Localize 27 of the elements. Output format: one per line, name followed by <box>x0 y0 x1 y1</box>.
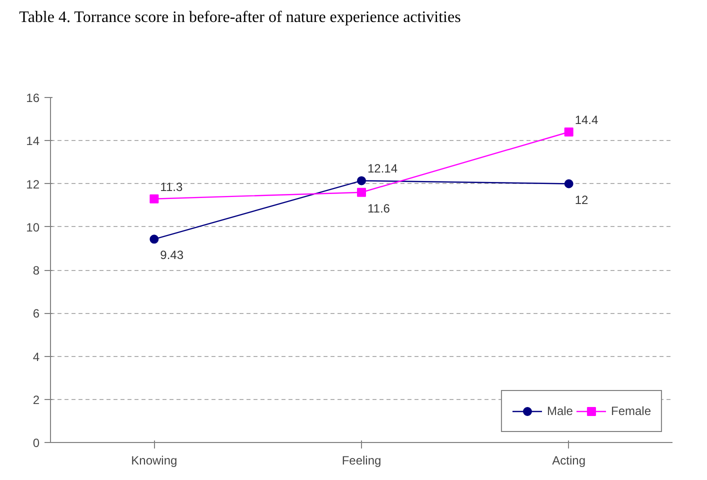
y-tick-label: 6 <box>32 306 40 321</box>
chart-title: Table 4. Torrance score in before-after of nature experience activities <box>18 8 462 28</box>
point <box>357 176 366 186</box>
x-tick-label: Acting <box>552 454 586 468</box>
data-label: 12 <box>574 192 589 207</box>
y-tick-label: 16 <box>26 91 40 105</box>
legend-label: Male <box>546 404 573 418</box>
data-label: 11.6 <box>368 201 390 216</box>
y-tick-label: 14 <box>26 134 40 148</box>
point <box>150 234 159 244</box>
y-tick-label: 12 <box>26 177 40 192</box>
data-label: 11.3 <box>160 180 183 194</box>
y-tick-label: 0 <box>32 436 40 450</box>
y-tick-label: 4 <box>32 350 40 364</box>
point <box>150 194 159 204</box>
point <box>564 179 574 188</box>
legend-label: Female <box>610 404 651 418</box>
y-tick-label: 8 <box>32 264 40 278</box>
point <box>357 188 366 197</box>
data-label: 9.43 <box>160 248 184 262</box>
y-tick-label: 10 <box>26 220 40 234</box>
x-tick-label: Feeling <box>342 454 382 468</box>
y-tick-label: 2 <box>32 392 40 407</box>
data-label: 12.14 <box>368 162 398 176</box>
x-tick-label: Knowing <box>131 454 178 468</box>
point <box>564 128 574 136</box>
data-label: 14.4 <box>574 113 599 127</box>
